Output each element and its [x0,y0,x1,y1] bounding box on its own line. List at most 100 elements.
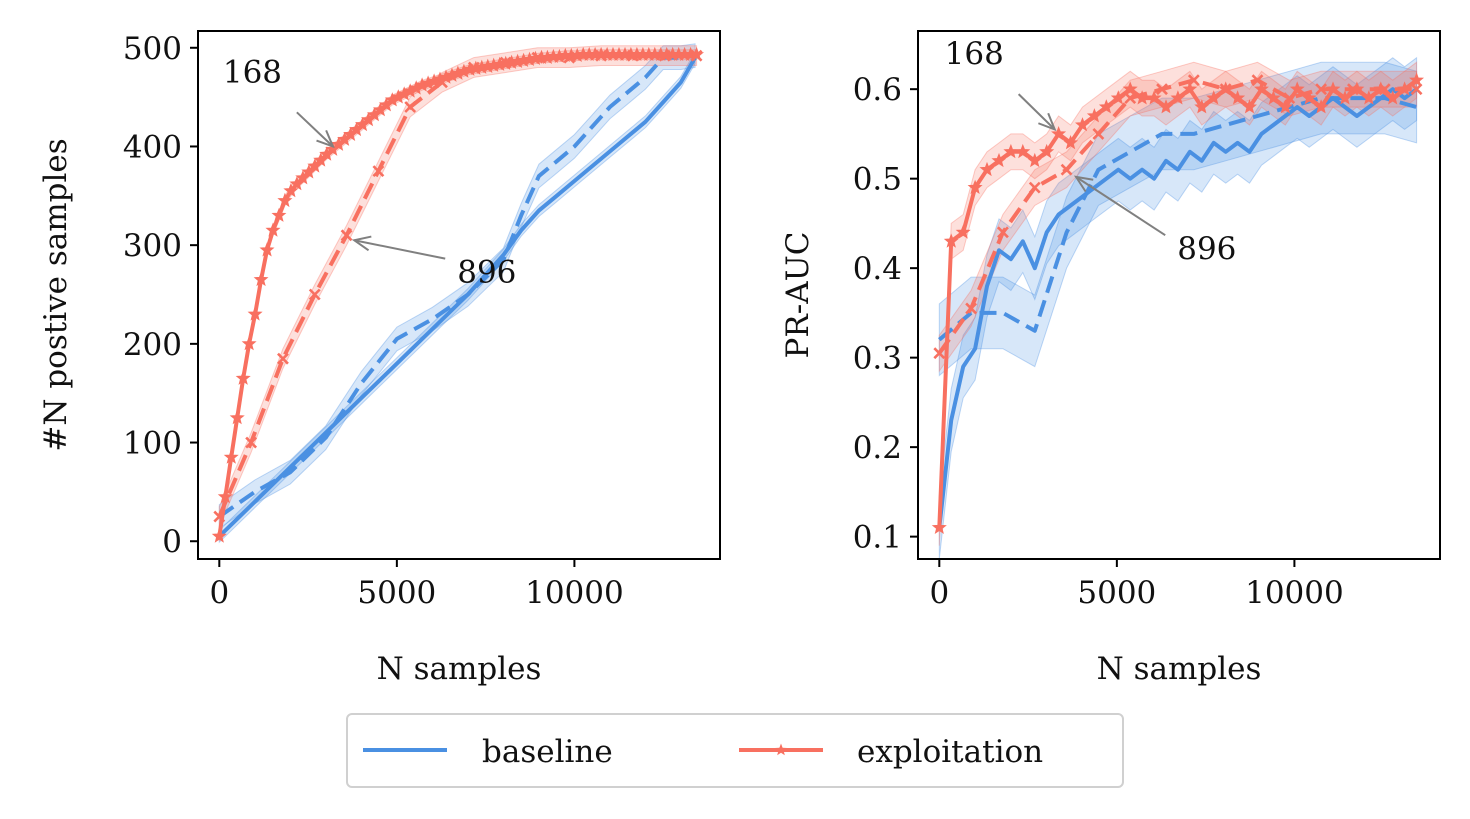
data-point-stroke-b [1124,92,1137,105]
data-point [271,207,287,222]
data-point [340,229,353,242]
annotation-arrow-head [1038,112,1057,132]
data-point [1146,90,1162,105]
annotation-arrow [296,111,335,149]
series-markers-exploitation-168 [211,46,704,543]
data-point-stroke-b [997,226,1009,239]
data-point [955,224,971,239]
data-point-stroke-b [340,229,353,242]
data-point-stroke-b [1028,181,1041,194]
data-point [1187,74,1200,87]
y-tick-label: 0 [162,524,182,560]
data-point-stroke-b [595,49,608,62]
y-tick-label: 500 [123,31,182,67]
data-point-stroke-b [1315,83,1328,96]
data-point [991,152,1007,168]
data-point-stroke-b [627,49,639,62]
data-point [1385,90,1401,105]
data-point-stroke-b [1219,83,1232,96]
chart-panel-2: 168 896 0 5000 10000 0.1 0.2 0.3 0.4 0.5 0.6 N samp… [780,30,1441,687]
y-tick-label: 0.1 [853,520,902,556]
data-point [690,49,703,62]
data-point [1027,152,1043,168]
data-point [1378,83,1391,96]
x-tick-label: 0 [929,575,949,611]
data-point-stroke-b [436,76,448,89]
data-point [235,370,251,385]
data-point-stroke-b [308,288,321,301]
annotation-arrow-shaft [354,239,446,260]
series-band-baseline-168 [938,56,1418,559]
data-point [931,519,947,534]
data-point-stroke-b [245,436,258,449]
data-point [595,49,608,62]
data-point-stroke-b [499,56,512,69]
data-point-stroke-b [1283,92,1296,105]
series-band-exploitation-896 [218,45,698,527]
data-point [211,528,227,543]
data-point [1092,127,1105,140]
series-band-baseline-896 [218,43,696,530]
data-point [1361,90,1377,105]
legend-marker-exploitation [774,743,788,756]
data-point [1122,81,1138,96]
plot-area [211,43,704,544]
data-point [1253,81,1269,96]
x-tick-label: 0 [209,575,229,611]
x-tick-label: 5000 [1077,575,1156,611]
data-point-stroke-b [467,61,480,74]
data-point-stroke-b [690,49,703,62]
y-tick-label: 400 [123,129,182,165]
chart-panel-1: 168 896 0 5000 10000 0 100 200 300 400 500 N sample… [38,30,721,687]
data-point [1060,163,1073,176]
plot-area [931,56,1425,559]
annotation-arrow-head [316,129,335,149]
data-point [1074,117,1091,132]
series-markers-exploitation-896 [213,49,703,523]
data-point [1347,83,1359,96]
annotation-arrow-shaft [1075,176,1166,237]
data-point [1337,90,1353,105]
data-point [967,179,983,195]
data-point [1265,90,1281,105]
legend: baseline exploitation [346,713,1124,788]
data-point [1289,81,1305,96]
y-tick-label: 200 [123,327,182,363]
data-point [277,192,293,208]
data-point [1028,181,1041,194]
data-point [1194,99,1210,114]
series-markers-exploitation-896 [933,74,1423,360]
legend-label-baseline: baseline [482,734,613,770]
data-point [283,183,299,198]
series-band-baseline-896 [938,61,1418,377]
data-point-stroke-b [965,302,978,315]
data-point [259,242,275,257]
y-tick-label: 0.3 [853,341,902,377]
annotation-arrow-head [1073,175,1094,193]
data-point [1230,90,1246,105]
annotation-label: 896 [457,255,516,291]
data-point [627,49,639,62]
data-point [1110,90,1126,105]
y-axis-label: #N postive samples [38,138,74,451]
y-tick-label: 100 [123,426,182,462]
data-point [1124,92,1137,105]
y-tick-label: 300 [123,228,182,264]
data-point [943,233,959,248]
data-point [1325,81,1341,96]
data-point [1098,99,1114,114]
data-point [1039,143,1055,159]
x-tick-label: 10000 [525,575,624,611]
x-axis-label: N samples [1097,651,1262,687]
annotation-arrow-head [351,235,372,252]
data-point-stroke-b [563,51,576,64]
data-point [965,302,978,315]
series-line-baseline-168 [937,87,1418,528]
data-point-stroke-b [1347,83,1359,96]
annotation-arrow-shaft [1017,93,1056,131]
data-point [213,510,226,523]
data-point [658,49,671,62]
data-point [1051,126,1067,141]
data-point [1170,90,1186,105]
data-point [1063,135,1079,150]
